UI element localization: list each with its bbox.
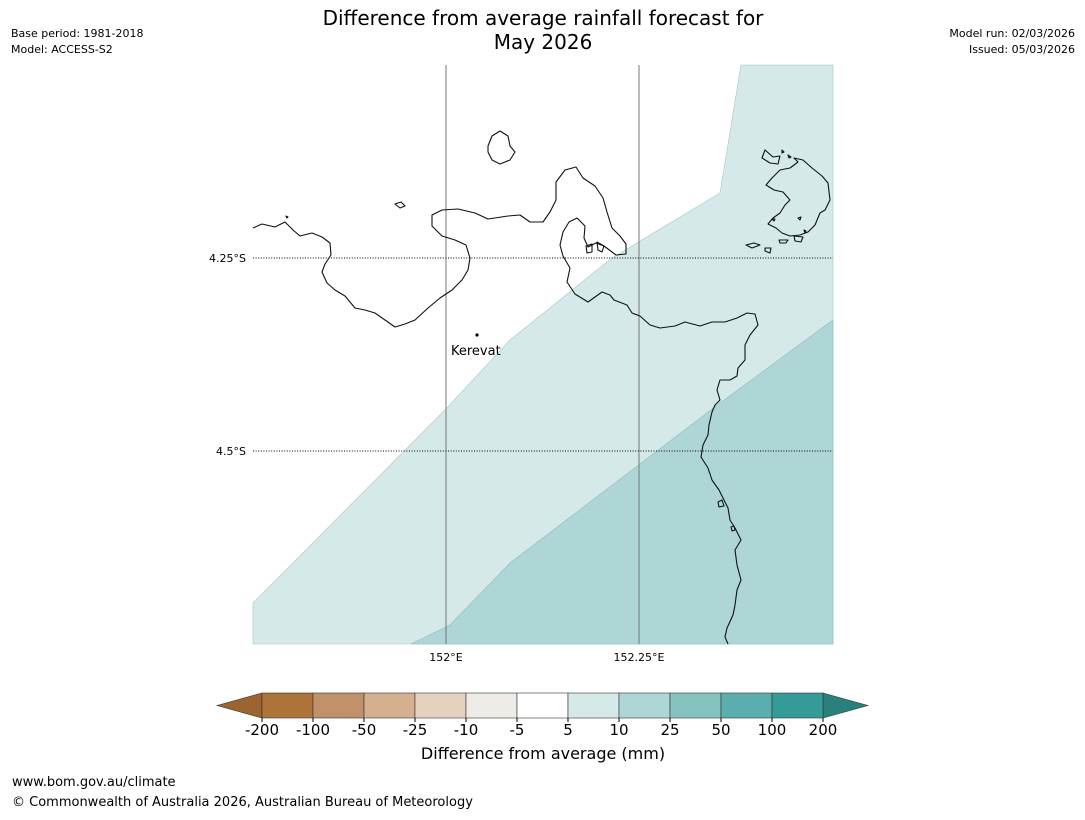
colorbar-swatch-8: [669, 692, 722, 719]
lat-label-4-25: 4.25°S: [209, 252, 246, 265]
model-run-text: Model run: 02/03/2026: [949, 27, 1075, 40]
model-text: Model: ACCESS-S2: [11, 43, 113, 56]
colorbar-tick-label: 200: [809, 721, 838, 739]
base-info: Base period: 1981-2018 Model: ACCESS-S2: [11, 26, 143, 58]
colorbar-swatch-9: [720, 692, 773, 719]
colorbar-swatch-10: [771, 692, 824, 719]
colorbar-swatch-4: [465, 692, 518, 719]
lat-label-4-5: 4.5°S: [216, 445, 246, 458]
kerevat-marker: [475, 333, 479, 337]
colorbar: -200 -100 -50 -25 -10 -5 5 10 25 50 100 200: [215, 692, 870, 739]
colorbar-tick-label: 25: [660, 721, 679, 739]
run-info: Model run: 02/03/2026 Issued: 05/03/2026: [949, 26, 1075, 58]
colorbar-swatch-6: [567, 692, 620, 719]
colorbar-swatch-1: [312, 692, 365, 719]
colorbar-tick-label: -100: [296, 721, 330, 739]
colorbar-tick-label: 100: [758, 721, 787, 739]
title-line-2: May 2026: [493, 30, 593, 54]
colorbar-tick-label: -50: [352, 721, 377, 739]
colorbar-tick-label: 5: [563, 721, 573, 739]
base-period-text: Base period: 1981-2018: [11, 27, 144, 40]
lon-label-152: 152°E: [429, 651, 462, 664]
lon-label-152-25: 152.25°E: [614, 651, 665, 664]
page-title: Difference from average rainfall forecas…: [243, 6, 843, 54]
colorbar-swatch-7: [618, 692, 671, 719]
colorbar-tick-label: -5: [510, 721, 525, 739]
colorbar-under-arrow: [215, 692, 263, 719]
colorbar-tick-label: 10: [609, 721, 628, 739]
footer-copyright: © Commonwealth of Australia 2026, Austra…: [12, 795, 473, 810]
colorbar-swatch-5: [516, 692, 569, 719]
colorbar-tick-label: 50: [711, 721, 730, 739]
coastline: [252, 130, 831, 645]
colorbar-swatch-0: [261, 692, 314, 719]
title-line-1: Difference from average rainfall forecas…: [322, 6, 764, 30]
colorbar-tick-label: -25: [403, 721, 428, 739]
colorbar-title: Difference from average (mm): [420, 744, 666, 763]
colorbar-over-arrow: [822, 692, 870, 719]
kerevat-label: Kerevat: [451, 344, 501, 359]
footer-url[interactable]: www.bom.gov.au/climate: [12, 775, 176, 790]
colorbar-swatch-2: [363, 692, 416, 719]
issued-text: Issued: 05/03/2026: [968, 43, 1075, 56]
colorbar-tick-label: -10: [454, 721, 479, 739]
zone-10-to-25: [410, 319, 834, 645]
colorbar-swatch-3: [414, 692, 467, 719]
colorbar-tick-label: -200: [245, 721, 279, 739]
